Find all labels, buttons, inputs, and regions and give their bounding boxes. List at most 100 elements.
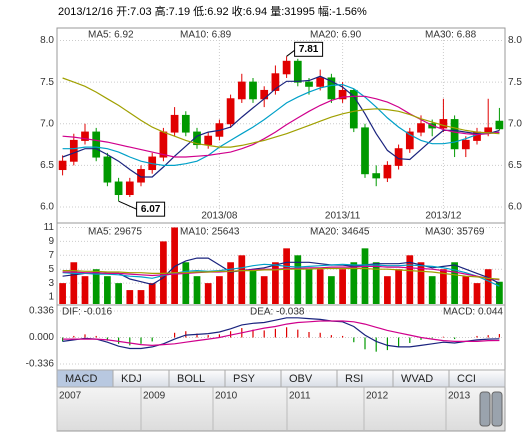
volume-bar xyxy=(316,269,324,304)
y-tick-label: 7 xyxy=(48,250,54,261)
volume-bar xyxy=(182,262,190,304)
volume-bar xyxy=(350,262,358,304)
annotation-leader xyxy=(286,49,295,57)
volume-bar xyxy=(417,262,425,304)
volume-ma-line xyxy=(62,265,500,281)
legend-entry: MA20: 6.90 xyxy=(310,30,362,41)
volume-bar xyxy=(137,290,145,304)
candle-body xyxy=(92,131,101,158)
candle-body xyxy=(461,139,470,150)
tab-label[interactable]: PSY xyxy=(233,373,256,385)
y-tick-label: 8.0 xyxy=(508,35,522,46)
legend-entry: MACD: 0.044 xyxy=(443,307,503,318)
volume-bar xyxy=(305,269,313,304)
legend-entry: DEA: -0.038 xyxy=(250,307,305,318)
y-tick-label: 0.336 xyxy=(29,306,54,317)
candle-body xyxy=(349,89,358,129)
header: 2013/12/16 开:7.03 高:7.19 低:6.92 收:6.94 量… xyxy=(58,4,367,18)
timeline-label: 2007 xyxy=(59,391,82,402)
timeline-label: 2013 xyxy=(448,391,471,402)
volume-bar xyxy=(496,281,503,304)
volume-bar xyxy=(81,276,89,304)
candle-body xyxy=(417,123,425,133)
tab-label[interactable]: BOLL xyxy=(177,373,205,385)
candle-body xyxy=(69,139,78,162)
y-tick-label: 7.5 xyxy=(40,77,54,88)
volume-bar xyxy=(473,283,481,304)
candle-body xyxy=(372,173,381,179)
y-tick-label: 6.0 xyxy=(508,202,522,213)
tab-label[interactable]: RSI xyxy=(345,373,363,385)
scroll-handle[interactable] xyxy=(491,391,503,427)
y-tick-label: -0.336 xyxy=(26,359,55,370)
ma-line xyxy=(62,83,500,166)
candle-body xyxy=(495,120,504,130)
price-panel xyxy=(56,27,506,224)
candle-body xyxy=(226,98,235,125)
macd-line xyxy=(62,317,500,350)
y-tick-label: 9 xyxy=(48,236,54,247)
volume-bar xyxy=(126,290,134,304)
volume-bar xyxy=(395,269,402,304)
legend-entry: MA30: 35769 xyxy=(425,227,485,238)
tab-label[interactable]: MACD xyxy=(65,373,97,385)
volume-bar xyxy=(92,269,100,304)
volume-bar xyxy=(249,269,257,304)
volume-bar xyxy=(204,283,212,304)
volume-bar xyxy=(428,276,436,304)
volume-bar xyxy=(160,241,167,304)
tab-label[interactable]: WVAD xyxy=(401,373,433,385)
tab-label[interactable]: OBV xyxy=(289,373,313,385)
volume-bar xyxy=(70,262,78,304)
candle-body xyxy=(316,77,325,87)
volume-bar xyxy=(328,276,335,304)
x-tick-label: 2013/08 xyxy=(201,211,238,222)
candle-body xyxy=(125,181,134,196)
ma-line xyxy=(62,77,500,148)
annotation-leader xyxy=(118,200,137,210)
y-tick-label: 7.0 xyxy=(508,118,522,129)
candle-body xyxy=(293,60,302,83)
y-tick-label: 6.5 xyxy=(508,160,522,171)
candle-body xyxy=(383,164,392,179)
volume-bar xyxy=(484,269,492,304)
candle-body xyxy=(327,77,336,100)
candle-body xyxy=(394,148,403,166)
y-tick-label: 3 xyxy=(48,278,54,289)
candle-body xyxy=(114,181,123,196)
timeline-label: 2011 xyxy=(289,391,311,402)
y-tick-label: 5 xyxy=(48,264,54,275)
volume-bar xyxy=(238,255,246,304)
legend-entry: MA5: 6.92 xyxy=(88,30,134,41)
y-tick-label: 11 xyxy=(44,222,55,233)
x-tick-label: 2013/12 xyxy=(425,211,462,222)
ma-line xyxy=(62,75,500,178)
y-tick-label: 7.0 xyxy=(40,118,54,129)
y-tick-label: 6.0 xyxy=(40,202,54,213)
candle-body xyxy=(159,131,168,158)
candle-body xyxy=(450,119,459,150)
volume-bar xyxy=(59,283,66,304)
legend-entry: MA10: 25643 xyxy=(180,227,240,238)
volume-bar xyxy=(451,262,458,304)
tab[interactable] xyxy=(448,369,506,388)
y-tick-label: 1 xyxy=(48,292,54,303)
legend-entry: MA10: 6.89 xyxy=(180,30,232,41)
volume-bar xyxy=(294,255,302,304)
volume-bar xyxy=(372,262,380,304)
tab-label[interactable]: KDJ xyxy=(121,373,142,385)
volume-bar xyxy=(227,262,234,304)
volume-bar xyxy=(104,276,111,304)
candle-body xyxy=(81,131,89,141)
volume-bar xyxy=(339,269,346,304)
candle-body xyxy=(271,73,280,91)
scroll-handle[interactable] xyxy=(479,391,491,427)
volume-bar xyxy=(115,283,122,304)
candle-body xyxy=(103,156,112,183)
tab-label[interactable]: CCI xyxy=(457,373,476,385)
y-tick-label: 0.000 xyxy=(29,332,54,343)
legend-entry: MA5: 29675 xyxy=(88,227,142,238)
volume-bar xyxy=(148,283,156,304)
annotation: 7.81 xyxy=(299,44,319,55)
